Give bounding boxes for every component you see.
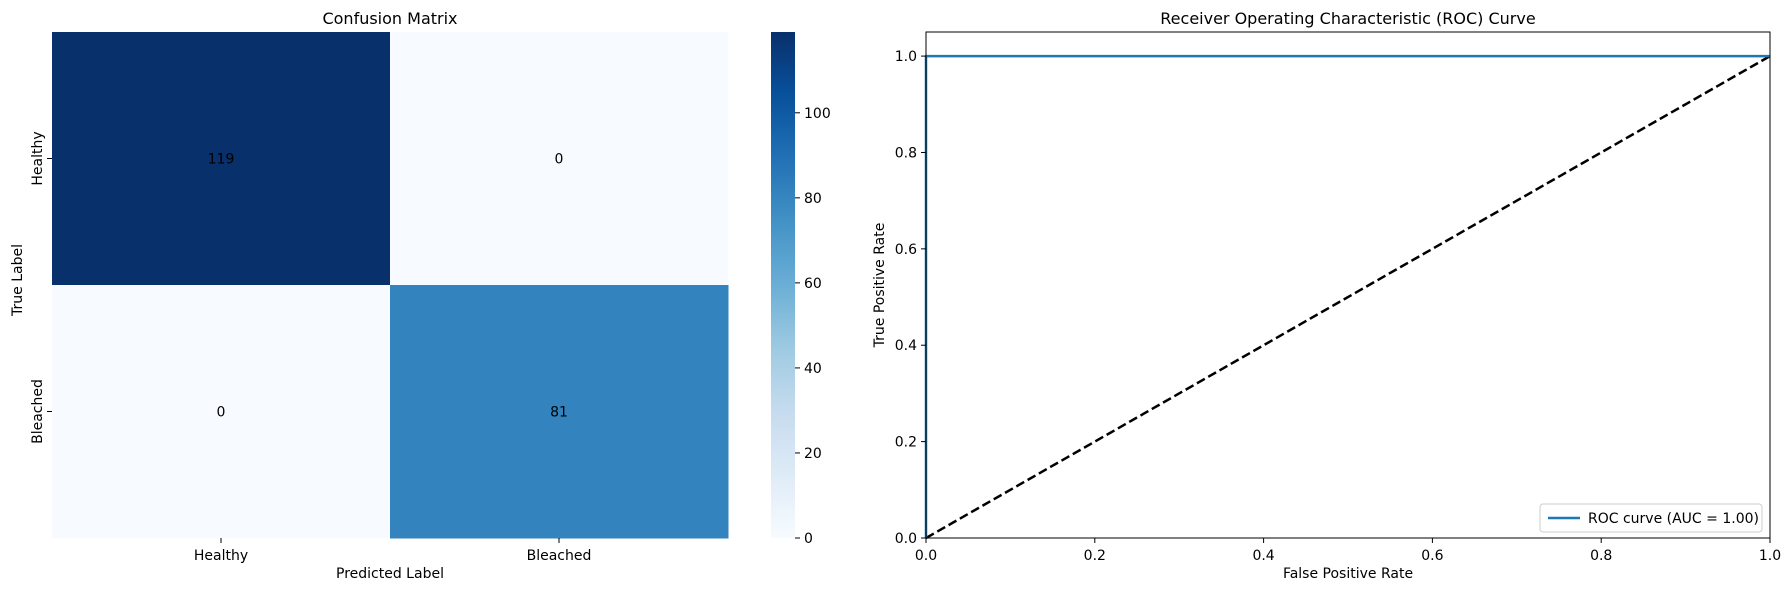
- colorbar-tick-label: 20: [804, 446, 822, 462]
- roc-chart: Receiver Operating Characteristic (ROC) …: [872, 9, 1781, 582]
- legend-frame: [1539, 503, 1763, 533]
- cm-x-label: Predicted Label: [336, 566, 444, 582]
- roc-y-ticks: 0.0 0.2 0.4 0.6 0.8 1.0: [895, 49, 926, 547]
- confusion-matrix-chart: Confusion Matrix 119 0 0 81 Healthy Bleached…: [10, 9, 831, 582]
- y-tick-label: 0.6: [895, 242, 917, 258]
- cm-x-ticks: Healthy Bleached: [194, 538, 592, 564]
- colorbar-tick-label: 100: [804, 106, 831, 122]
- roc-y-label: True Positive Rate: [872, 223, 888, 349]
- y-tick-label: 0.4: [895, 338, 917, 354]
- heatmap-cell: [52, 32, 391, 286]
- roc-legend: ROC curve (AUC = 1.00): [1539, 503, 1763, 533]
- heatmap-cell: [52, 285, 391, 539]
- heatmap-cell: [390, 285, 729, 539]
- cell-value-label: 0: [555, 152, 564, 168]
- y-tick-label: 0.8: [895, 145, 917, 161]
- cm-cells: 119 0 0 81: [52, 32, 729, 539]
- colorbar: [771, 32, 795, 538]
- colorbar-tick-label: 60: [804, 276, 822, 292]
- colorbar-tick-label: 0: [804, 531, 813, 547]
- x-tick-label: 0.2: [1084, 548, 1106, 564]
- y-tick-label: 0.2: [895, 435, 917, 451]
- cell-value-label: 81: [550, 405, 568, 421]
- cm-y-label: True Label: [10, 244, 26, 317]
- cell-value-label: 0: [217, 405, 226, 421]
- roc-x-ticks: 0.0 0.2 0.4 0.6 0.8 1.0: [915, 538, 1781, 564]
- roc-axes-frame: [925, 31, 1771, 539]
- roc-series: [924, 54, 1771, 540]
- cm-y-ticks: Healthy Bleached: [30, 131, 52, 444]
- x-tick-label: Bleached: [527, 548, 592, 564]
- legend-label: ROC curve (AUC = 1.00): [1588, 511, 1759, 527]
- x-tick-label: 0.0: [915, 548, 937, 564]
- roc-x-label: False Positive Rate: [1283, 566, 1413, 582]
- y-tick-label: 1.0: [895, 49, 917, 65]
- colorbar-tick-label: 80: [804, 191, 822, 207]
- x-tick-label: 0.4: [1252, 548, 1274, 564]
- y-tick-label: Healthy: [30, 131, 46, 185]
- heatmap-cell: [390, 32, 729, 286]
- x-tick-label: 1.0: [1759, 548, 1781, 564]
- colorbar-ticks: 0 20 40 60 80 100: [795, 106, 831, 547]
- roc-title: Receiver Operating Characteristic (ROC) …: [1160, 9, 1535, 28]
- y-tick-label: Bleached: [30, 379, 46, 444]
- cm-title: Confusion Matrix: [322, 9, 457, 28]
- x-tick-label: 0.8: [1590, 548, 1612, 564]
- chance-diagonal-line: [925, 55, 1771, 540]
- x-tick-label: 0.6: [1421, 548, 1443, 564]
- y-tick-label: 0.0: [895, 531, 917, 547]
- colorbar-tick-label: 40: [804, 361, 822, 377]
- cell-value-label: 119: [208, 152, 235, 168]
- x-tick-label: Healthy: [194, 548, 248, 564]
